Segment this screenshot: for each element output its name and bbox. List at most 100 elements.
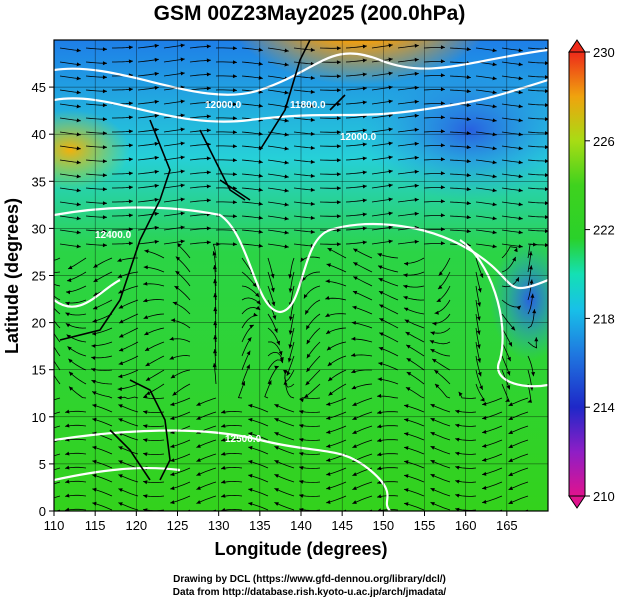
streamline-arrow [310,201,315,206]
streamline-arrow [128,59,133,64]
streamline-arrow [92,318,97,323]
streamline-arrow [76,244,81,249]
streamline-arrow [530,293,535,298]
streamline-arrow [284,118,289,123]
streamline-arrow [128,185,133,190]
streamline-arrow [154,155,159,160]
streamline-arrow [274,328,278,333]
colorbar-tick-label: 230 [593,45,615,60]
contour-line [459,239,548,388]
streamline-arrow [476,316,481,321]
streamline-arrow [288,316,293,321]
streamline-arrow [180,169,185,174]
streamline-arrow [506,371,511,376]
streamline-arrow [175,256,181,261]
streamline-arrow [180,183,185,188]
streamline-arrow [518,118,523,123]
streamline-arrow [221,437,226,442]
streamline-arrow [434,310,439,315]
streamline-arrow [477,371,482,377]
streamline-arrow [388,43,393,48]
streamline-arrow [466,75,471,80]
streamline-arrow [513,247,518,253]
streamline-arrow [92,459,97,464]
streamline-arrow [404,502,409,506]
streamline-arrow [440,115,445,120]
streamline-arrow [274,365,279,370]
streamline-arrow [414,197,419,202]
streamline-arrow [379,318,384,322]
streamline-arrow [351,336,356,341]
contour-label: 12000.0 [205,100,242,111]
contour-line [54,78,548,123]
streamline-arrow [336,102,341,107]
streamline [54,307,61,315]
streamline [299,397,321,400]
streamline-arrow [326,486,331,490]
colorbar-tick-label: 222 [593,223,615,238]
streamline-arrow [310,47,315,52]
streamline-arrow [435,383,440,389]
streamline-arrow [507,356,511,362]
streamline-arrow [154,99,159,104]
streamline-arrow [283,380,288,385]
streamline-arrow [65,423,70,428]
streamline-arrow [180,71,185,76]
contour-label: 12500.0 [225,434,262,445]
streamline-arrow [414,141,419,146]
streamline [54,283,61,287]
streamline-arrow [76,230,81,235]
streamline-arrow [414,99,419,104]
streamline-arrow [213,279,218,284]
streamline-arrow [438,271,443,276]
streamline-arrow [305,381,310,386]
streamline-arrow [404,319,410,324]
streamline-arrow [388,57,393,62]
plot-area: 12000.0 11800.0 12400.0 12500.0 12000.0 [54,40,548,511]
streamline-arrow [310,187,315,192]
streamline-arrow [352,472,357,476]
x-tick-label: 110 [44,518,65,533]
streamline-arrow [102,47,107,52]
streamline-arrow [378,291,384,295]
streamline-arrow [518,104,523,109]
streamline-arrow [76,48,81,53]
streamline-arrow [492,62,497,67]
streamline-arrow [76,160,81,165]
streamline-arrow [206,184,211,189]
x-tick-label: 145 [331,518,353,533]
streamline-arrow [362,72,367,77]
streamline-arrow [119,333,124,338]
streamline-arrow [388,127,393,132]
streamline-arrow [482,485,487,490]
contour-line [54,429,391,511]
streamline-arrow [216,242,221,247]
streamline-arrow [440,59,445,64]
streamline-arrow [545,229,548,234]
streamline-arrow [213,307,218,312]
streamline-arrow [388,211,393,216]
streamline-arrow [143,410,148,415]
y-tick-label: 35 [32,174,46,189]
streamline-arrow [284,160,289,165]
streamline-arrow [284,48,289,53]
streamline-arrow [213,335,218,340]
streamline-arrow [518,174,523,179]
streamline-arrow [102,201,107,206]
colorbar-tick-label: 226 [593,134,615,149]
streamline-arrow [480,397,485,402]
streamline-arrow [430,404,435,408]
streamline-arrow [492,104,497,109]
streamline-arrow [518,62,523,67]
streamline-arrow [299,410,304,414]
y-tick-label: 30 [32,221,46,236]
y-tick-label: 0 [39,504,46,519]
streamline-arrow [326,263,331,268]
streamline-arrow [414,57,419,62]
streamline-arrow [545,75,548,80]
streamline-arrow [232,214,237,219]
streamline-arrow [118,404,123,408]
streamline-arrow [492,188,497,193]
streamline-arrow [92,417,97,422]
streamline-arrow [65,493,70,498]
